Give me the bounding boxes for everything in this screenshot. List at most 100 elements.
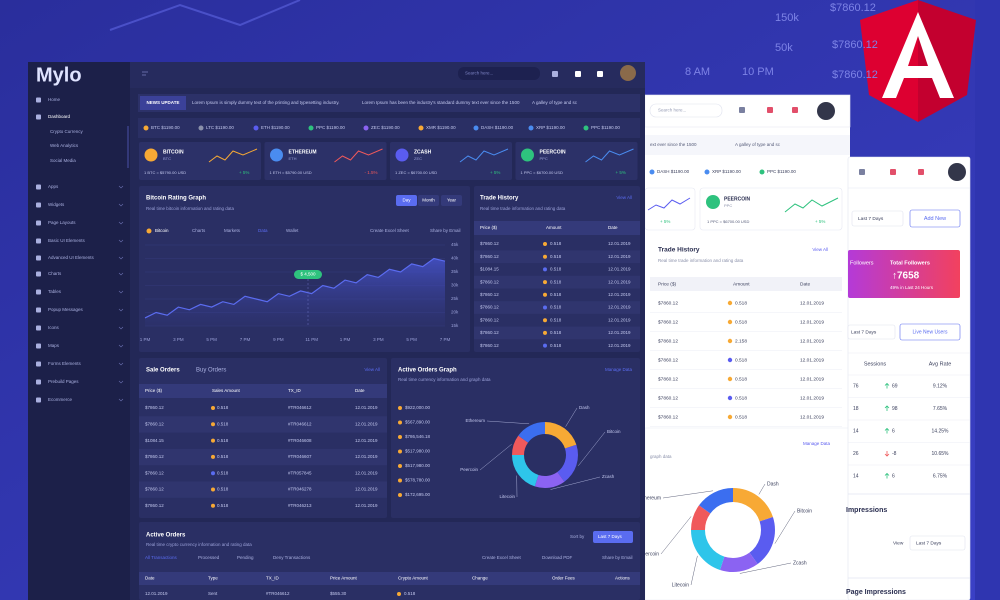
donut-label: Litecoin [499, 494, 515, 499]
menu-item: Dashboard [48, 114, 71, 119]
coin-name: PEERCOIN [724, 196, 751, 202]
shield-right [918, 0, 976, 122]
menu-item: Forms Elements [48, 361, 82, 366]
donut-label: Dash [767, 481, 779, 487]
menu-item: Advanced UI Elements [48, 255, 95, 260]
x-tick-label: 5 PM [206, 337, 217, 342]
table-cell: $7860.12 [658, 338, 678, 344]
table-row [139, 481, 387, 498]
table-cell: 98 [892, 406, 898, 412]
section-title: Trade History [480, 196, 519, 202]
ticker-bar [138, 118, 640, 138]
ticker-dot [649, 169, 655, 175]
chevron [118, 308, 124, 312]
table-header-cell: Price ($) [480, 225, 498, 230]
table-cell: 12.01.2019 [608, 343, 631, 348]
table-cell: 0.518 [217, 405, 229, 410]
table-cell: $7860.12 [480, 241, 499, 246]
chevron [118, 239, 124, 243]
menu-item: Charts [48, 271, 62, 276]
menu-icon [36, 255, 41, 261]
link: View All [616, 195, 632, 200]
tab-label: Pending [237, 555, 254, 560]
table-header-cell: Crypto Amount [398, 576, 429, 581]
chevron [118, 290, 124, 294]
sparkline [647, 197, 691, 211]
table-header-cell: Sessions [864, 361, 887, 367]
coin-dot [727, 357, 733, 363]
search-box [649, 103, 723, 118]
chevron [118, 398, 124, 402]
coin-icon [395, 148, 409, 162]
donut-segment [691, 530, 725, 570]
arrow-down [884, 451, 890, 457]
coin-card [139, 142, 261, 180]
news-badge [140, 96, 186, 110]
table-cell: 12.01.2019 [608, 292, 631, 297]
table-cell: $7860.12 [480, 317, 499, 322]
ticker-dot [759, 169, 765, 175]
ticker-dot [473, 125, 479, 131]
ticker: ZEC $1190.00 [371, 125, 400, 130]
table-cell: 12.01.2019 [355, 503, 378, 508]
ticker-dot [363, 125, 369, 131]
table-cell: $7860.12 [658, 414, 678, 420]
coin-dot [543, 292, 547, 297]
table-cell: 14.25% [932, 428, 950, 434]
menu-icon [36, 325, 41, 331]
ticker-dot [308, 125, 314, 131]
leader-line [758, 483, 766, 495]
active-graph-panel [391, 358, 640, 518]
tab-label: Deny Transactions [273, 555, 311, 560]
arrow-up [884, 405, 890, 411]
table-cell: $7860.12 [480, 279, 499, 284]
table-header-cell: Amount [546, 225, 562, 230]
donut-label: Bitcoin [797, 508, 812, 514]
table-cell: #TR046612 [288, 405, 312, 410]
dropdown [851, 210, 904, 227]
header-icon [859, 169, 865, 175]
table-cell: 0.518 [550, 317, 562, 322]
leader-line [479, 444, 512, 471]
table-cell: 12.01.2019 [145, 591, 168, 596]
amount: $172,695.00 [405, 492, 431, 497]
table-cell: 12.01.2019 [355, 421, 378, 426]
news-badge-label: NEWS UPDATE [147, 100, 180, 105]
table-cell: 12.01.2019 [608, 279, 631, 284]
tab [441, 195, 462, 206]
legend-dot [398, 493, 402, 497]
menu-icon [36, 238, 41, 244]
coin-dot [211, 454, 215, 459]
active-orders-panel [139, 522, 640, 600]
sparkline [334, 148, 383, 163]
menu-item: Icons [48, 325, 60, 330]
link: Manage Data [605, 367, 633, 372]
news-bar [138, 94, 640, 112]
table-cell: 12.01.2019 [608, 241, 631, 246]
search-placeholder: Search here... [465, 71, 493, 76]
coin-symbol: PPC [540, 156, 548, 161]
table-cell: $1084.15 [145, 438, 164, 443]
coin-icon [270, 148, 283, 162]
table-cell: 0.518 [404, 591, 416, 596]
graph-menu-item: Data [258, 228, 268, 233]
sparkline [459, 148, 509, 163]
ticker: PPC $1190.00 [591, 125, 620, 130]
coin-dot [543, 330, 547, 335]
table-cell: 12.01.2019 [800, 395, 824, 401]
news-bar [645, 135, 850, 155]
chevron [118, 185, 124, 189]
table-header-cell: Date [608, 225, 618, 230]
button-label: Live New Users [912, 329, 948, 335]
donut-segment [512, 455, 539, 487]
table-cell: 7.65% [933, 406, 948, 412]
bg-label: 10 PM [742, 66, 774, 78]
menu-icon [36, 379, 41, 385]
coin-rate: 1 BTC = $5790.00 USD [144, 170, 186, 175]
bg-label: $7860.12 [830, 2, 876, 14]
coin-rate: 1 ETH = $5790.00 USD [270, 170, 312, 175]
y-tick-label: 45k [451, 242, 459, 247]
table-cell: 0.518 [735, 300, 747, 306]
section-subtitle: Real time crypto currency information an… [146, 542, 252, 547]
tab-label: Buy Orders [196, 368, 226, 374]
